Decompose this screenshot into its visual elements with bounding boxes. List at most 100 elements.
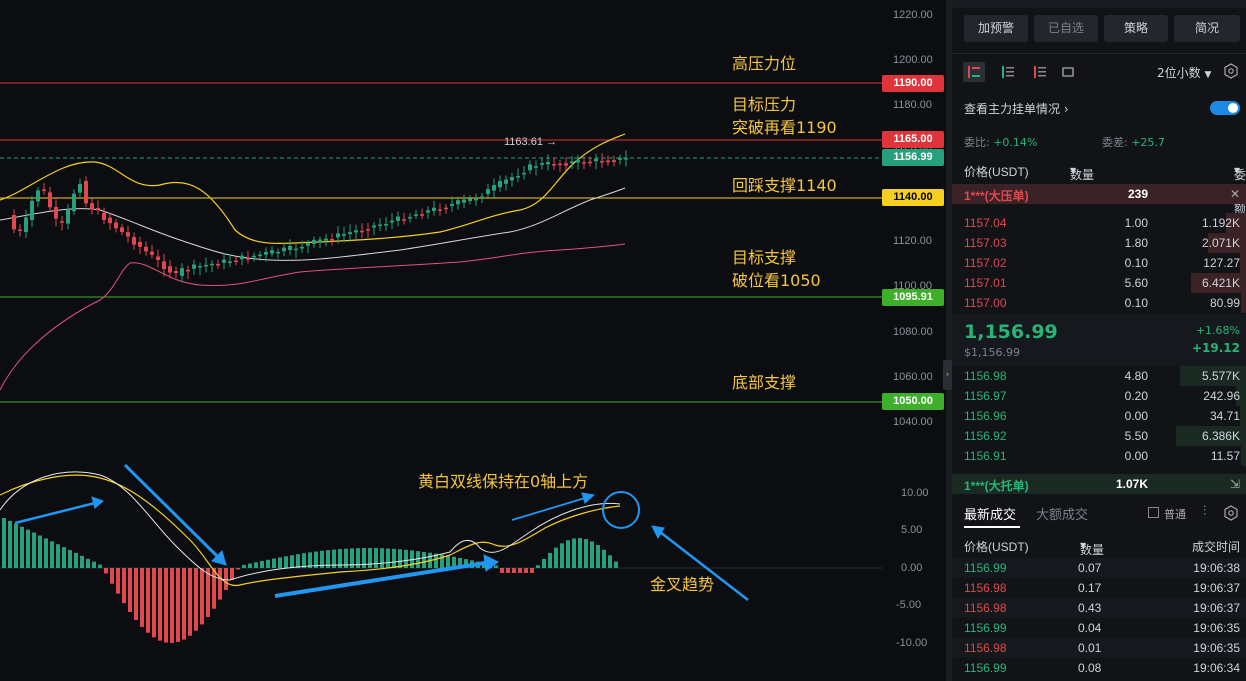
- watchlist-button[interactable]: 已自选: [1034, 15, 1098, 42]
- macd-bar: [560, 543, 564, 568]
- candle: [414, 214, 418, 216]
- big-ask-row[interactable]: 1***(大压单) 239 ✕: [952, 184, 1246, 204]
- candle: [426, 210, 430, 213]
- macd-bar: [74, 552, 78, 568]
- candle: [288, 245, 292, 251]
- settings-icon[interactable]: [1223, 63, 1239, 79]
- trade-row[interactable]: 1156.99 0.08 19:06:34: [952, 658, 1246, 678]
- macd-histogram: [2, 518, 618, 643]
- candle: [162, 261, 166, 270]
- trade-row[interactable]: 1156.98 0.17 19:06:37: [952, 578, 1246, 598]
- fullscreen-icon[interactable]: [1057, 62, 1079, 82]
- total: 6.421K: [1201, 276, 1240, 290]
- candle: [156, 256, 160, 260]
- candle: [294, 248, 298, 251]
- trade-row[interactable]: 1156.99 0.07 19:06:38: [952, 558, 1246, 578]
- macd-bar: [2, 518, 6, 568]
- kline-chart[interactable]: 1163.61 → 高压力位 目标压力 突破再看1190 回踩支撑1140 目标…: [0, 0, 946, 681]
- view-main-orders-link[interactable]: 查看主力挂单情况 ›: [964, 102, 1069, 116]
- bid-row[interactable]: 1156.91 0.00 11.57: [952, 446, 1246, 466]
- total: 1.192K: [1201, 216, 1240, 230]
- bid-row[interactable]: 1156.97 0.20 242.96: [952, 386, 1246, 406]
- macd-bar: [194, 568, 198, 631]
- normal-label: 普通: [1164, 508, 1186, 521]
- ask-row[interactable]: 1157.00 0.10 80.99: [952, 293, 1246, 313]
- macd-bar: [206, 568, 210, 618]
- strategy-button[interactable]: 策略: [1104, 15, 1168, 42]
- weibi-value: +0.14%: [993, 136, 1038, 149]
- candle: [336, 233, 340, 238]
- candle: [222, 259, 226, 263]
- orderbook-bids-icon[interactable]: [997, 62, 1019, 82]
- candle: [348, 232, 352, 235]
- col-total[interactable]: 委托额 ▾: [1233, 163, 1246, 216]
- ask-row[interactable]: 1157.04 1.00 1.192K: [952, 213, 1246, 233]
- candle: [24, 217, 28, 233]
- main-orders-toggle[interactable]: [1210, 101, 1240, 115]
- candle: [486, 188, 490, 195]
- qty: 1.00: [1124, 216, 1148, 230]
- collapse-handle[interactable]: ›: [943, 360, 952, 390]
- candle: [444, 207, 448, 210]
- candle: [144, 246, 148, 252]
- macd-bar: [50, 541, 54, 568]
- ann-macd-note: 黄白双线保持在0轴上方: [418, 472, 589, 491]
- depth-bar: [1191, 273, 1246, 293]
- trade-col-qty[interactable]: 数量(BNB) ▾: [1080, 538, 1113, 572]
- ann-breakout: 突破再看1190: [732, 118, 837, 137]
- tab-indicator: [964, 526, 1020, 528]
- trade-price: 1156.99: [964, 561, 1007, 575]
- candle: [384, 224, 388, 226]
- axis-label: 1200.00: [893, 54, 933, 66]
- decimals-select[interactable]: 2位小数 ▼: [1157, 66, 1212, 80]
- filter-icon[interactable]: ⫶: [1203, 504, 1207, 519]
- axis-label: 1080.00: [893, 326, 933, 338]
- bid-row[interactable]: 1156.96 0.00 34.71: [952, 406, 1246, 426]
- trade-row[interactable]: 1156.98 0.43 19:06:37: [952, 598, 1246, 618]
- macd-bar: [128, 568, 132, 612]
- trades-header: 价格(USDT) 数量(BNB) ▾ 成交时间: [952, 535, 1246, 572]
- bid-row[interactable]: 1156.92 5.50 6.386K: [952, 426, 1246, 446]
- close-icon[interactable]: ✕: [1229, 187, 1240, 201]
- depth-bar: [1240, 253, 1246, 273]
- trade-row[interactable]: 1156.99 0.04 19:06:35: [952, 618, 1246, 638]
- candle: [462, 199, 466, 203]
- candle: [18, 229, 22, 231]
- trades-settings-icon[interactable]: [1223, 505, 1239, 521]
- macd-bar: [524, 568, 528, 573]
- candle: [618, 157, 622, 160]
- qty: 0.00: [1124, 449, 1148, 463]
- tab-latest-trades[interactable]: 最新成交: [964, 508, 1017, 523]
- ask-row[interactable]: 1157.03 1.80 2.071K: [952, 233, 1246, 253]
- candle: [324, 238, 328, 241]
- bid-row[interactable]: 1156.98 4.80 5.577K: [952, 366, 1246, 386]
- depth-bar: [1176, 426, 1246, 446]
- chart-canvas[interactable]: 1163.61 →: [0, 0, 946, 681]
- panel-divider[interactable]: [946, 0, 952, 681]
- candle: [318, 239, 322, 243]
- overview-button[interactable]: 简况: [1174, 15, 1240, 42]
- candle: [240, 255, 244, 260]
- add-alert-button[interactable]: 加预警: [964, 15, 1028, 42]
- macd-bar: [278, 557, 282, 568]
- candle: [492, 185, 496, 191]
- macd-axis-label: 10.00: [901, 487, 929, 499]
- ask-row[interactable]: 1157.02 0.10 127.27: [952, 253, 1246, 273]
- orderbook-asks-icon[interactable]: [1029, 62, 1051, 82]
- trade-row[interactable]: 1156.98 0.01 19:06:35: [952, 638, 1246, 658]
- price: 1157.04: [964, 216, 1007, 230]
- ann-target-support: 目标支撑: [732, 248, 797, 267]
- candle: [300, 246, 304, 249]
- col-qty[interactable]: 数量 (BNB) ▾: [1070, 163, 1103, 197]
- collapse-icon[interactable]: ⇲: [1229, 477, 1240, 491]
- candle: [306, 243, 310, 246]
- candle: [606, 160, 610, 163]
- big-bid-row[interactable]: 1***(大托单) 1.07K ⇲: [952, 474, 1246, 494]
- macd-bar: [422, 551, 426, 568]
- candle: [204, 264, 208, 267]
- ask-row[interactable]: 1157.01 5.60 6.421K: [952, 273, 1246, 293]
- candle: [558, 163, 562, 166]
- tab-large-trades[interactable]: 大额成交: [1036, 508, 1089, 523]
- orderbook-both-icon[interactable]: [963, 62, 985, 82]
- normal-checkbox[interactable]: [1148, 507, 1159, 518]
